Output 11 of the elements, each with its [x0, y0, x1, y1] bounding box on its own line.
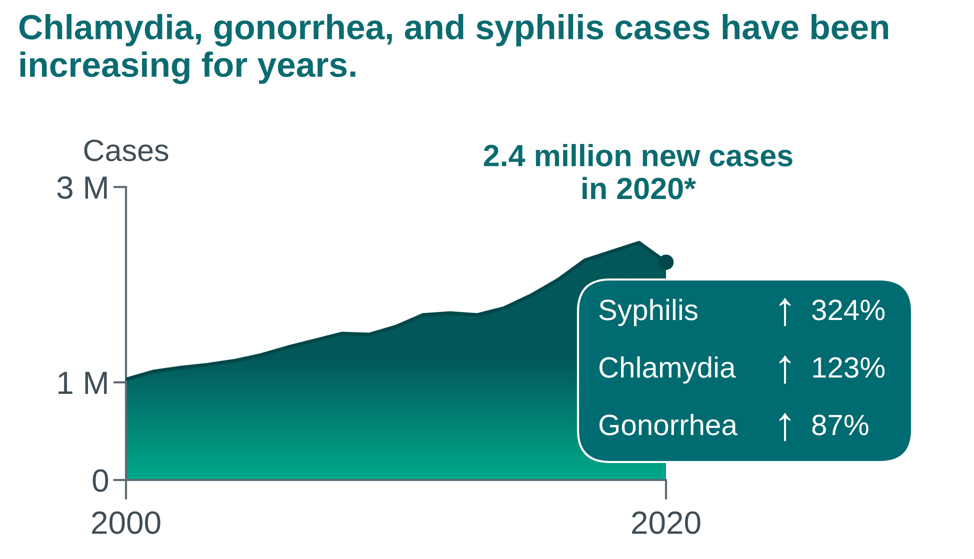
y-tick-label: 3 M — [57, 176, 107, 199]
text: Gonorrhea ↑ 87% — [599, 413, 868, 442]
x-tick-label: 2000 — [92, 511, 160, 534]
y-tick-label: 1 M — [58, 372, 107, 394]
y-tick-label: 0 — [92, 469, 108, 492]
text: Syphilis ↑ 324% — [599, 298, 885, 326]
annotation: 2.4 million new cases in 2020* — [484, 144, 792, 200]
y-axis-title: Cases — [84, 140, 168, 162]
text: Chlamydia ↑ 123% — [599, 356, 885, 384]
x-tick-label: 2020 — [632, 511, 700, 534]
chart-title: Chlamydia, gonorrhea, and syphilis cases have been increasing for years. — [19, 14, 888, 84]
